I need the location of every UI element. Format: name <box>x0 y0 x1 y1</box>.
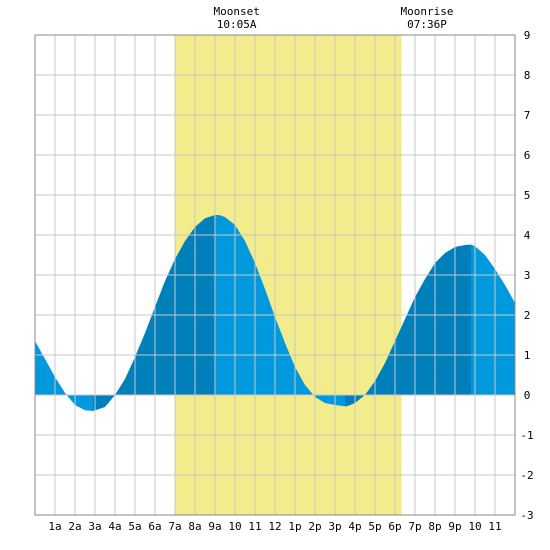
y-tick-label: 4 <box>524 229 531 242</box>
x-tick-label: 9a <box>208 520 221 533</box>
y-tick-label: 7 <box>524 109 531 122</box>
x-tick-label: 11 <box>248 520 261 533</box>
x-tick-label: 5p <box>368 520 381 533</box>
tide-rising-segment <box>345 244 471 407</box>
x-tick-label: 1a <box>48 520 61 533</box>
tide-series <box>35 215 515 411</box>
moonrise-time: 07:36P <box>407 18 447 31</box>
y-tick-label: -2 <box>520 469 533 482</box>
x-tick-label: 3p <box>328 520 341 533</box>
plot-frame <box>34 34 516 516</box>
grid-lines <box>35 35 515 515</box>
x-tick-label: 1p <box>288 520 301 533</box>
x-tick-label: 6a <box>148 520 161 533</box>
x-tick-label: 9p <box>448 520 461 533</box>
x-tick-label: 10 <box>468 520 481 533</box>
y-tick-label: 1 <box>524 349 531 362</box>
x-tick-label: 6p <box>388 520 401 533</box>
y-tick-label: 9 <box>524 29 531 42</box>
x-tick-label: 2p <box>308 520 321 533</box>
x-tick-label: 8a <box>188 520 201 533</box>
y-axis-ticks: -3 -2 -1 0 1 2 3 4 5 6 7 8 9 <box>520 29 533 522</box>
x-tick-label: 2a <box>68 520 81 533</box>
moonset-label: Moonset <box>213 5 259 18</box>
y-tick-label: 3 <box>524 269 531 282</box>
y-tick-label: 2 <box>524 309 531 322</box>
x-tick-label: 4p <box>348 520 361 533</box>
x-tick-label: 12 <box>268 520 281 533</box>
moonrise-label: Moonrise <box>401 5 454 18</box>
tide-falling-segment <box>35 341 93 411</box>
moonset-time: 10:05A <box>217 18 257 31</box>
x-axis-ticks: 1a 2a 3a 4a 5a 6a 7a 8a 9a 10 11 12 1p 2p 3p 4p 5p 6p 7p 8p… <box>48 520 501 533</box>
y-tick-label: -3 <box>520 509 533 522</box>
y-tick-label: 0 <box>524 389 531 402</box>
x-tick-label: 10 <box>228 520 241 533</box>
x-tick-label: 7p <box>408 520 421 533</box>
y-tick-label: -1 <box>520 429 533 442</box>
tide-rising-segment <box>93 215 215 411</box>
x-tick-label: 3a <box>88 520 101 533</box>
tide-falling-segment <box>215 215 345 407</box>
x-tick-label: 7a <box>168 520 181 533</box>
y-tick-label: 5 <box>524 189 531 202</box>
x-tick-label: 8p <box>428 520 441 533</box>
x-tick-label: 4a <box>108 520 121 533</box>
tide-falling-segment <box>471 244 515 395</box>
x-tick-label: 5a <box>128 520 141 533</box>
x-tick-label: 11 <box>488 520 501 533</box>
plot-border <box>34 34 516 516</box>
y-tick-label: 8 <box>524 69 531 82</box>
y-tick-label: 6 <box>524 149 531 162</box>
